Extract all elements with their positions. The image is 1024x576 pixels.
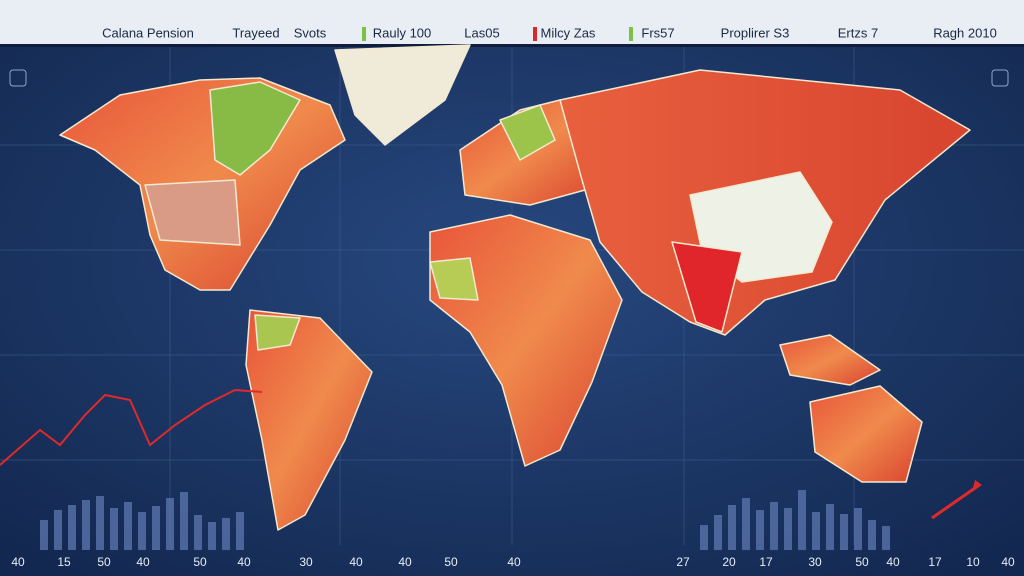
- bar: [770, 502, 778, 550]
- bar: [854, 508, 862, 550]
- axis-labels: 40 15 50 40 50 40 30 40 40 50 40 27 20 1…: [11, 555, 1015, 569]
- west-africa: [429, 257, 479, 301]
- bar: [728, 505, 736, 550]
- canada-region: [209, 81, 301, 176]
- bar: [812, 512, 820, 550]
- legend-marker-green: [629, 27, 633, 41]
- bar: [124, 502, 132, 550]
- bar-strip: [40, 490, 890, 550]
- bar: [868, 520, 876, 550]
- header-item: Proplirer S3: [721, 25, 790, 40]
- axis-label: 40: [136, 555, 150, 569]
- bar: [784, 508, 792, 550]
- header-item: Las05: [464, 25, 499, 40]
- south-america-north: [254, 314, 301, 351]
- south-america: [245, 309, 373, 531]
- bar: [138, 512, 146, 550]
- trend-arrow: [931, 486, 976, 520]
- axis-label: 50: [444, 555, 458, 569]
- header-item: Milcy Zas: [541, 25, 596, 40]
- greenland: [334, 44, 471, 146]
- top-bar: [0, 0, 1024, 44]
- axis-label: 50: [193, 555, 207, 569]
- axis-label: 17: [928, 555, 942, 569]
- africa: [429, 214, 623, 467]
- trend-line: [0, 388, 263, 466]
- bar: [222, 518, 230, 550]
- bar: [82, 500, 90, 550]
- bar: [882, 526, 890, 550]
- axis-label: 50: [97, 555, 111, 569]
- header-item: Rauly 100: [373, 25, 432, 40]
- bar: [840, 514, 848, 550]
- zoom-button[interactable]: [991, 69, 1009, 87]
- bar: [180, 492, 188, 550]
- bar: [194, 515, 202, 550]
- axis-label: 40: [11, 555, 25, 569]
- axis-label: 50: [855, 555, 869, 569]
- arrow-head: [972, 480, 982, 492]
- axis-label: 30: [808, 555, 822, 569]
- india: [671, 241, 743, 333]
- bar: [756, 510, 764, 550]
- axis-label: 15: [57, 555, 71, 569]
- axis-label: 40: [237, 555, 251, 569]
- axis-label: 27: [676, 555, 690, 569]
- bar: [110, 508, 118, 550]
- header-item: Ragh 2010: [933, 25, 997, 40]
- axis-label: 20: [722, 555, 736, 569]
- axis-label: 10: [966, 555, 980, 569]
- header-item: Trayeed: [232, 25, 279, 40]
- axis-label: 40: [398, 555, 412, 569]
- legend-marker-red: [533, 27, 537, 41]
- axis-label: 40: [349, 555, 363, 569]
- axis-label: 30: [299, 555, 313, 569]
- header-item: Svots: [294, 25, 327, 40]
- bar: [40, 520, 48, 550]
- usa-region: [144, 179, 241, 246]
- header-item: Calana Pension: [102, 25, 194, 40]
- bar: [742, 498, 750, 550]
- world-map: [59, 44, 971, 531]
- bar: [714, 515, 722, 550]
- axis-label: 17: [759, 555, 773, 569]
- header-items: Calana Pension Trayeed Svots Rauly 100 L…: [102, 25, 997, 40]
- bar: [96, 496, 104, 550]
- southeast-asia-islands: [779, 334, 881, 386]
- bar: [208, 522, 216, 550]
- bar: [152, 506, 160, 550]
- bar: [236, 512, 244, 550]
- bar: [68, 505, 76, 550]
- header-item: Frs57: [641, 25, 674, 40]
- bar: [700, 525, 708, 550]
- axis-label: 40: [886, 555, 900, 569]
- bar: [166, 498, 174, 550]
- bar: [54, 510, 62, 550]
- axis-label: 40: [507, 555, 521, 569]
- scandinavia: [499, 104, 556, 161]
- top-bar-edge: [0, 44, 1024, 47]
- bar: [826, 504, 834, 550]
- zoom-button[interactable]: [9, 69, 27, 87]
- bar: [798, 490, 806, 550]
- australia: [809, 385, 923, 483]
- legend-marker-green: [362, 27, 366, 41]
- header-item: Ertzs 7: [838, 25, 878, 40]
- axis-label: 40: [1001, 555, 1015, 569]
